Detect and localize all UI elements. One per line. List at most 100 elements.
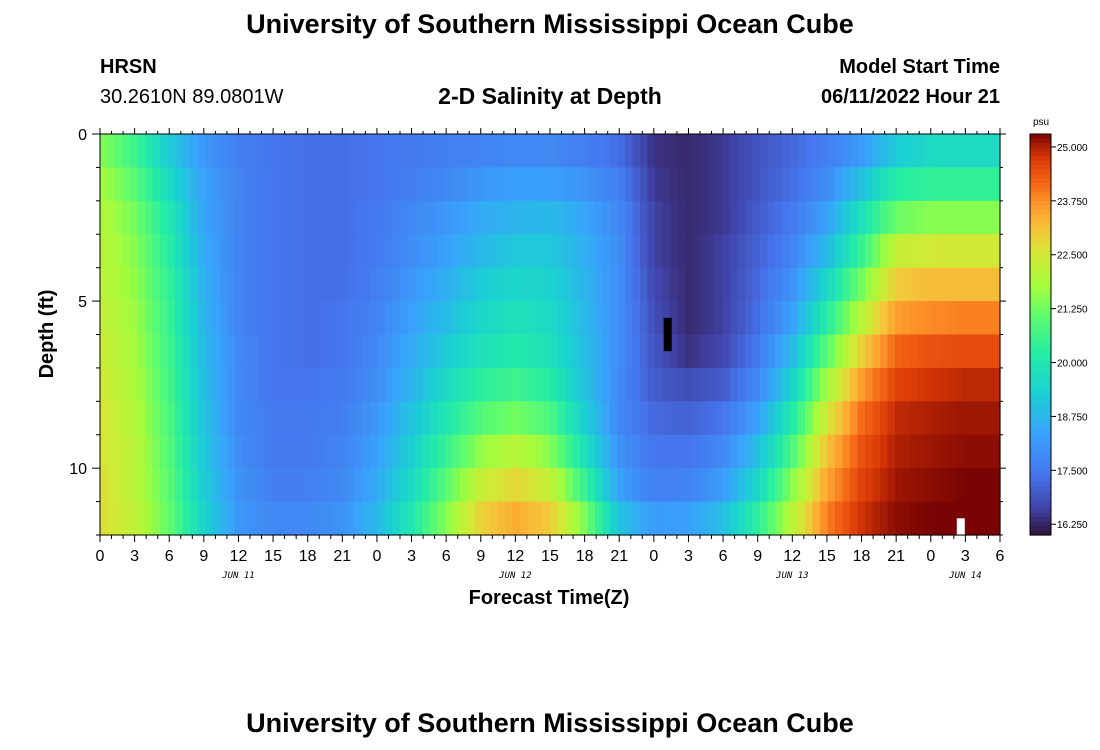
heatmap-cell bbox=[325, 234, 334, 269]
heatmap-cell bbox=[265, 434, 274, 469]
heatmap-cell bbox=[745, 200, 754, 235]
heatmap-cell bbox=[497, 468, 506, 503]
heatmap-cell bbox=[985, 434, 994, 469]
heatmap-cell bbox=[505, 468, 514, 503]
heatmap-cell bbox=[400, 401, 409, 436]
heatmap-cell bbox=[917, 501, 926, 536]
heatmap-cell bbox=[662, 234, 671, 269]
heatmap-cell bbox=[265, 167, 274, 202]
heatmap-cell bbox=[610, 468, 619, 503]
heatmap-cell bbox=[827, 234, 836, 269]
heatmap-cell bbox=[647, 167, 656, 202]
heatmap-cell bbox=[647, 301, 656, 336]
heatmap-cell bbox=[242, 200, 251, 235]
heatmap-cell bbox=[115, 434, 124, 469]
heatmap-cell bbox=[857, 200, 866, 235]
heatmap-cell bbox=[895, 267, 904, 302]
heatmap-cell bbox=[445, 468, 454, 503]
heatmap-cell bbox=[137, 134, 146, 169]
heatmap-cell bbox=[857, 167, 866, 202]
heatmap-cell bbox=[527, 267, 536, 302]
heatmap-cell bbox=[557, 501, 566, 536]
heatmap-cell bbox=[955, 334, 964, 369]
heatmap-cell bbox=[812, 367, 821, 402]
heatmap-cell bbox=[782, 334, 791, 369]
y-axis-label: Depth (ft) bbox=[36, 290, 58, 379]
heatmap-cell bbox=[910, 200, 919, 235]
heatmap-cell bbox=[760, 367, 769, 402]
heatmap-cell bbox=[505, 234, 514, 269]
heatmap-cell bbox=[160, 167, 169, 202]
heatmap-cell bbox=[452, 367, 461, 402]
heatmap-cell bbox=[167, 267, 176, 302]
heatmap-cell bbox=[205, 234, 214, 269]
heatmap-cell bbox=[970, 334, 979, 369]
heatmap-cell bbox=[685, 501, 694, 536]
colorbar-swatch bbox=[1030, 419, 1051, 425]
heatmap-cell bbox=[482, 301, 491, 336]
heatmap-cell bbox=[617, 167, 626, 202]
heatmap-cell bbox=[370, 468, 379, 503]
heatmap-cell bbox=[850, 434, 859, 469]
heatmap-cell bbox=[242, 468, 251, 503]
heatmap-cell bbox=[782, 234, 791, 269]
heatmap-cell bbox=[565, 301, 574, 336]
heatmap-cell bbox=[625, 434, 634, 469]
heatmap-cell bbox=[422, 434, 431, 469]
heatmap-cell bbox=[325, 267, 334, 302]
heatmap-cell bbox=[932, 134, 941, 169]
heatmap-cell bbox=[820, 434, 829, 469]
heatmap-cell bbox=[880, 167, 889, 202]
heatmap-cell bbox=[880, 401, 889, 436]
heatmap-cell bbox=[490, 200, 499, 235]
heatmap-cell bbox=[700, 167, 709, 202]
colorbar: 25.00023.75022.50021.25020.00018.75017.5… bbox=[1029, 133, 1088, 536]
heatmap-cell bbox=[580, 234, 589, 269]
heatmap-cell bbox=[430, 267, 439, 302]
heatmap-cell bbox=[565, 334, 574, 369]
heatmap-cell bbox=[752, 434, 761, 469]
heatmap-cell bbox=[625, 334, 634, 369]
heatmap-cell bbox=[775, 334, 784, 369]
heatmap-cell bbox=[782, 200, 791, 235]
heatmap-cell bbox=[310, 434, 319, 469]
heatmap-cell bbox=[287, 334, 296, 369]
heatmap-cell bbox=[595, 301, 604, 336]
heatmap-cell bbox=[145, 334, 154, 369]
x-tick-label: 18 bbox=[853, 548, 871, 565]
heatmap-cell bbox=[752, 501, 761, 536]
heatmap-cell bbox=[850, 401, 859, 436]
heatmap-cell bbox=[347, 301, 356, 336]
colorbar-swatch bbox=[1030, 441, 1051, 447]
heatmap-cell bbox=[520, 234, 529, 269]
heatmap-cell bbox=[760, 167, 769, 202]
heatmap-cell bbox=[700, 200, 709, 235]
heatmap-cell bbox=[415, 334, 424, 369]
colorbar-swatch bbox=[1030, 298, 1051, 304]
colorbar-swatch bbox=[1030, 379, 1051, 385]
heatmap-cell bbox=[407, 468, 416, 503]
heatmap-cell bbox=[137, 200, 146, 235]
heatmap-cell bbox=[632, 434, 641, 469]
heatmap-cell bbox=[467, 367, 476, 402]
heatmap-cell bbox=[572, 434, 581, 469]
heatmap-cell bbox=[310, 200, 319, 235]
heatmap-cell bbox=[835, 167, 844, 202]
heatmap-cell bbox=[152, 434, 161, 469]
heatmap-cell bbox=[385, 134, 394, 169]
heatmap-cell bbox=[805, 367, 814, 402]
heatmap-cell bbox=[332, 434, 341, 469]
heatmap-cell bbox=[362, 301, 371, 336]
heatmap-cell bbox=[992, 134, 1001, 169]
heatmap-cell bbox=[827, 401, 836, 436]
heatmap-cell bbox=[692, 434, 701, 469]
heatmap-cell bbox=[197, 167, 206, 202]
heatmap-cell bbox=[482, 367, 491, 402]
heatmap-cell bbox=[677, 401, 686, 436]
heatmap-cell bbox=[962, 401, 971, 436]
heatmap-cell bbox=[512, 401, 521, 436]
heatmap-cell bbox=[460, 301, 469, 336]
heatmap-cell bbox=[962, 301, 971, 336]
heatmap-cell bbox=[835, 434, 844, 469]
heatmap-cell bbox=[820, 134, 829, 169]
